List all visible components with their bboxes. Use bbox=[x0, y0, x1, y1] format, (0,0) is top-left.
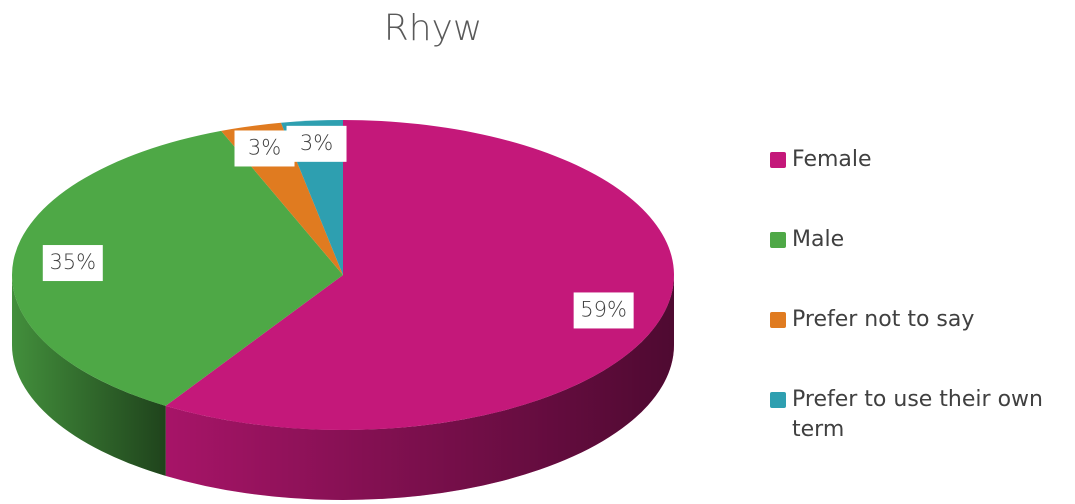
legend-swatch bbox=[770, 312, 786, 328]
slice-side-shade bbox=[165, 275, 674, 500]
data-label-box bbox=[42, 245, 103, 282]
legend-swatch bbox=[770, 152, 786, 168]
data-label: 35% bbox=[49, 250, 96, 274]
legend-label: Male bbox=[792, 227, 845, 252]
legend-label: Female bbox=[792, 147, 872, 172]
slice-side-shade bbox=[12, 275, 166, 476]
data-label: 59% bbox=[580, 297, 627, 321]
legend-swatch bbox=[770, 232, 786, 248]
legend-item: Prefer to use their own term bbox=[770, 385, 1070, 465]
data-label: 3% bbox=[300, 131, 333, 155]
legend-item: Male bbox=[770, 225, 1070, 305]
slice bbox=[165, 120, 675, 430]
legend-swatch bbox=[770, 392, 786, 408]
legend-item: Female bbox=[770, 145, 1070, 225]
legend-label: Prefer not to say bbox=[792, 307, 975, 332]
legend-item: Prefer not to say bbox=[770, 305, 1070, 385]
data-label-box bbox=[286, 125, 347, 162]
legend-label: Prefer to use their own term bbox=[792, 387, 1043, 442]
data-label: 3% bbox=[248, 135, 281, 159]
slice bbox=[12, 130, 344, 406]
data-label-box bbox=[234, 130, 295, 167]
chart-title: Rhyw bbox=[384, 8, 483, 49]
legend: Female Male Prefer not to say Prefer to use… bbox=[770, 145, 1070, 465]
data-label-box bbox=[573, 292, 634, 329]
